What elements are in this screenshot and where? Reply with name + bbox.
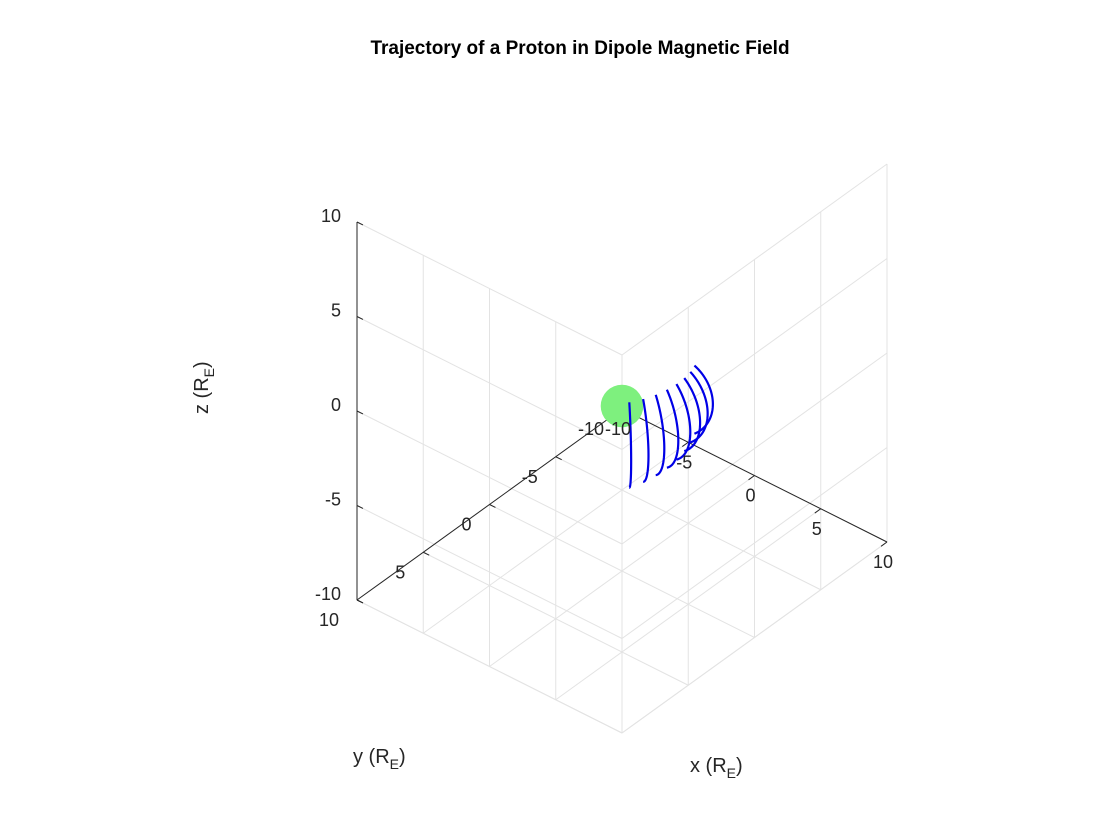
z-tick-label: -5 (325, 490, 341, 510)
grid-line (356, 599, 623, 734)
x-tick-mark (880, 541, 888, 547)
tick-labels: -10 -5 0 5 10 -10 -5 0 5 10 -10 -5 0 5 10 (315, 206, 893, 630)
trajectory-path (689, 371, 709, 444)
z-tick-label: 0 (331, 395, 341, 415)
z-tick-mark (356, 599, 364, 604)
y-tick-label: -10 (578, 419, 604, 439)
x-tick-label: 5 (812, 519, 822, 539)
z-tick-mark (356, 505, 364, 509)
x-axis-label: x (RE) (690, 755, 743, 781)
trajectory-path (628, 402, 633, 489)
y-tick-mark (423, 551, 430, 556)
trajectory-path (665, 389, 680, 469)
y-axis-label: y (RE) (353, 746, 406, 772)
trajectory-path (683, 377, 702, 453)
plot-area (600, 364, 714, 489)
y-tick-label: 10 (319, 610, 339, 630)
grid-line (356, 505, 623, 639)
y-tick-label: 5 (395, 562, 405, 582)
x-tick-label: -10 (605, 419, 631, 439)
grid-line (621, 163, 888, 356)
x-tick-label: -5 (676, 452, 692, 472)
y-tick-label: 0 (461, 515, 471, 535)
grid-line (356, 221, 623, 356)
grid-line (356, 316, 623, 450)
grid-line (356, 410, 623, 545)
x-tick-mark (681, 441, 689, 447)
grid-line (423, 551, 689, 686)
x-tick-label: 10 (873, 552, 893, 572)
trajectory-path (642, 398, 650, 483)
y-tick-mark (489, 504, 496, 508)
z-tick-label: 10 (321, 206, 341, 226)
x-tick-mark (814, 508, 822, 514)
y-tick-label: -5 (522, 467, 538, 487)
grid-line (621, 258, 888, 450)
x-tick-mark (748, 475, 755, 481)
earth-sphere (600, 384, 644, 428)
chart-title: Trajectory of a Proton in Dipole Magneti… (370, 38, 789, 59)
z-tick-label: 5 (331, 301, 341, 321)
grid-line (621, 541, 888, 734)
z-tick-mark (356, 410, 364, 415)
grid-line (621, 352, 888, 545)
z-tick-mark (356, 221, 364, 226)
z-tick-mark (356, 316, 364, 320)
z-tick-label: -10 (315, 584, 341, 604)
grid-line (621, 447, 888, 639)
trajectory-path (654, 394, 666, 477)
trajectory-path (675, 383, 692, 461)
x-tick-label: 0 (745, 486, 755, 506)
y-tick-mark (555, 456, 562, 461)
z-axis-label: z (RE) (191, 361, 217, 414)
